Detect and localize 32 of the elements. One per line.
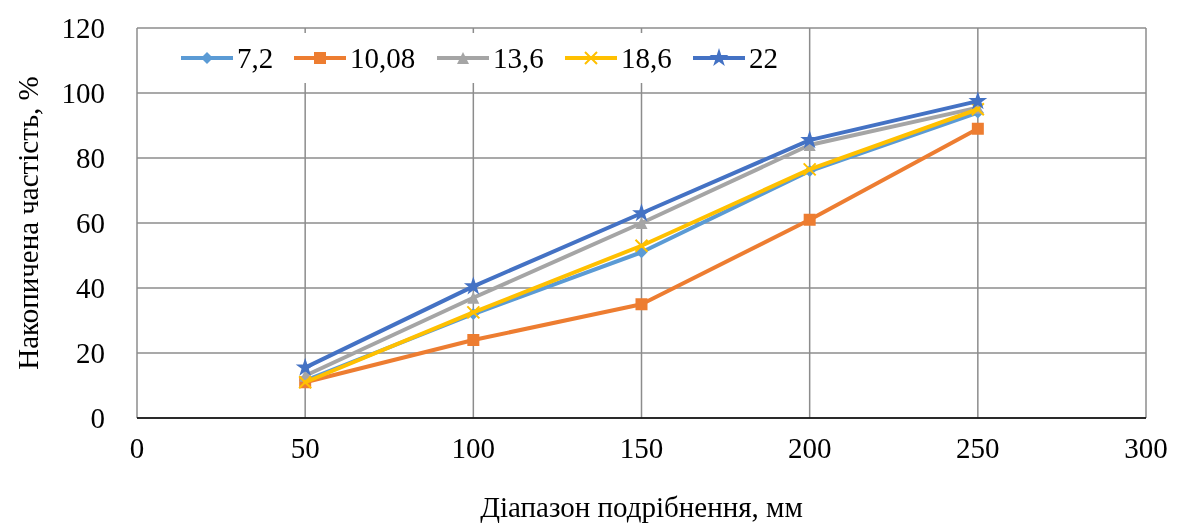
x-tick-label: 300 xyxy=(1124,432,1168,464)
x-tick-label: 200 xyxy=(787,432,832,464)
point xyxy=(635,298,648,311)
point xyxy=(634,238,649,253)
point xyxy=(803,213,816,226)
x-tick-label: 50 xyxy=(290,432,320,464)
legend-label: 7,2 xyxy=(237,42,274,74)
y-tick-label: 120 xyxy=(61,12,105,44)
x-tick-label: 100 xyxy=(451,432,496,464)
y-tick-label: 40 xyxy=(76,272,105,304)
point xyxy=(635,217,648,229)
point xyxy=(295,357,315,376)
point xyxy=(463,276,483,295)
legend-label: 10,08 xyxy=(350,42,416,74)
legend-label: 13,6 xyxy=(493,42,544,74)
y-axis-title: Накопичена частість, % xyxy=(12,76,44,370)
point xyxy=(467,334,480,346)
y-tick-label: 60 xyxy=(76,207,105,239)
y-tick-label: 0 xyxy=(90,402,105,434)
x-tick-label: 0 xyxy=(129,432,145,464)
point xyxy=(467,291,480,304)
y-tick-label: 20 xyxy=(76,337,105,369)
x-tick-label: 250 xyxy=(956,432,1000,464)
point xyxy=(971,122,984,135)
legend-label: 18,6 xyxy=(621,42,672,74)
point xyxy=(632,203,651,222)
x-axis-title: Діапазон подрібнення, мм xyxy=(480,491,803,523)
point xyxy=(968,91,988,110)
y-tick-label: 80 xyxy=(76,142,105,174)
x-tick-label: 150 xyxy=(619,432,664,464)
legend-label: 22 xyxy=(749,42,778,74)
y-tick-label: 100 xyxy=(61,77,105,109)
